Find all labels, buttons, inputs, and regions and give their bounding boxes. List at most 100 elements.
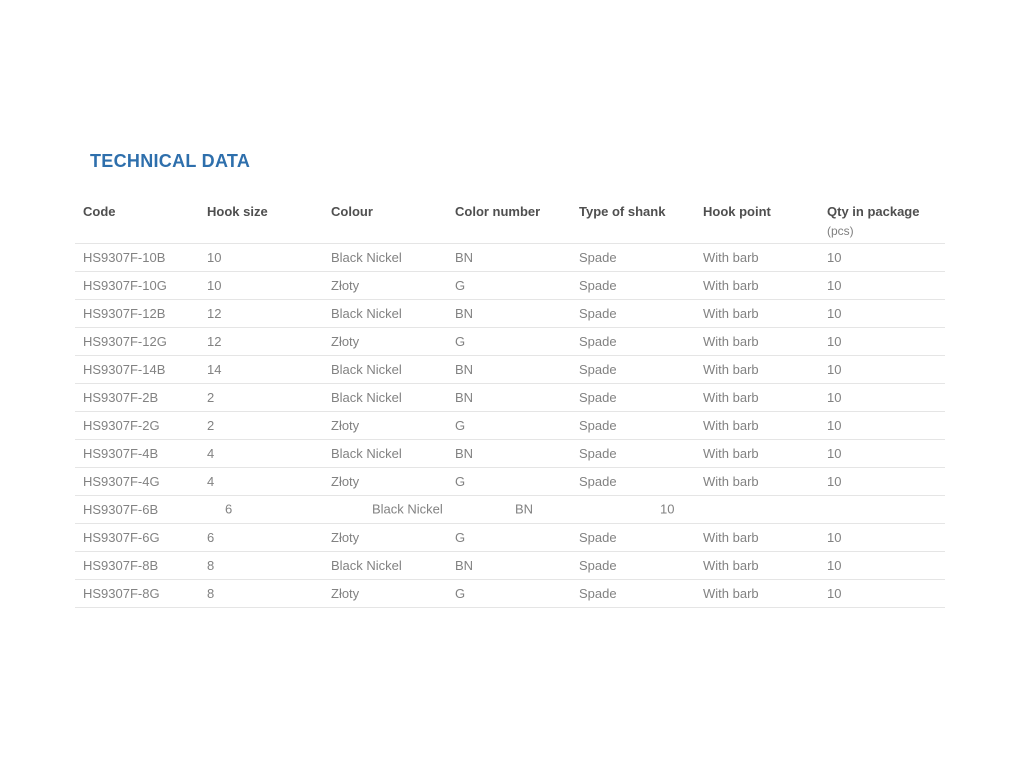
- table-row: HS9307F-12G 12 Złoty G Spade With barb 10: [75, 328, 945, 356]
- table-cell: BN: [455, 361, 474, 377]
- table-cell: 2: [207, 389, 215, 405]
- table-row: HS9307F-10G 10 Złoty G Spade With barb 10: [75, 272, 945, 300]
- table-cell: BN: [515, 501, 534, 517]
- table-row: HS9307F-12B 12 Black Nickel BN Spade With bar…: [75, 300, 945, 328]
- table-cell: 6: [225, 501, 233, 517]
- table-cell: HS9307F-12G: [83, 333, 167, 349]
- table-cell: With barb: [703, 473, 759, 489]
- page-title: TECHNICAL DATA: [90, 151, 251, 171]
- table-cell: 12: [207, 305, 222, 321]
- table-cell: With barb: [703, 361, 759, 377]
- table-cell: HS9307F-4G: [83, 473, 160, 489]
- table-cell: G: [455, 417, 466, 433]
- table-cell: G: [455, 277, 466, 293]
- table-cell: Złoty: [331, 473, 360, 489]
- table-cell: HS9307F-12B: [83, 305, 166, 321]
- table-cell: Złoty: [331, 333, 360, 349]
- table-cell: Złoty: [331, 529, 360, 545]
- table-cell: With barb: [703, 585, 759, 601]
- table-cell: Spade: [579, 249, 617, 265]
- table-cell: 10: [827, 445, 842, 461]
- table-cell: HS9307F-10B: [83, 249, 166, 265]
- table-cell: Spade: [579, 361, 617, 377]
- table-cell: Black Nickel: [331, 361, 402, 377]
- table-cell: Black Nickel: [331, 249, 402, 265]
- column-header: Colour: [331, 204, 373, 219]
- table-cell: Black Nickel: [331, 305, 402, 321]
- table-cell: HS9307F-2B: [83, 389, 159, 405]
- table-cell: With barb: [703, 249, 759, 265]
- table-cell: G: [455, 585, 466, 601]
- table-cell: 8: [207, 557, 215, 573]
- table-cell: G: [455, 529, 466, 545]
- table-cell: 10: [207, 249, 222, 265]
- column-header: Code: [83, 204, 116, 219]
- table-cell: With barb: [703, 277, 759, 293]
- table-cell: BN: [455, 305, 474, 321]
- table-cell: 10: [207, 277, 222, 293]
- table-cell: Black Nickel: [331, 389, 402, 405]
- table-cell: 2: [207, 417, 215, 433]
- column-header: Color number: [455, 204, 541, 219]
- table-cell: Spade: [579, 277, 617, 293]
- table-cell: G: [455, 473, 466, 489]
- table-cell: Black Nickel: [372, 501, 443, 517]
- table-cell: Spade: [579, 473, 617, 489]
- table-cell: 10: [827, 389, 842, 405]
- table-cell: Spade: [579, 557, 617, 573]
- table-cell: Black Nickel: [331, 557, 402, 573]
- table-cell: 10: [827, 249, 842, 265]
- table-cell: BN: [455, 557, 474, 573]
- table-cell: Spade: [579, 445, 617, 461]
- table-cell: Spade: [579, 417, 617, 433]
- table-row: HS9307F-4B 4 Black Nickel BN Spade With barb 1…: [75, 440, 945, 468]
- table-cell: With barb: [703, 333, 759, 349]
- table-cell: 10: [827, 585, 842, 601]
- table-cell: With barb: [703, 389, 759, 405]
- column-header: Qty in package (pcs): [819, 203, 945, 239]
- table-cell: Spade: [579, 305, 617, 321]
- column-header: Type of shank: [579, 204, 666, 219]
- table-cell: HS9307F-4B: [83, 445, 159, 461]
- table-cell: With barb: [703, 305, 759, 321]
- table-cell: 14: [207, 361, 222, 377]
- table-cell: 10: [827, 305, 842, 321]
- table-cell: HS9307F-2G: [83, 417, 160, 433]
- table-cell: 10: [827, 361, 842, 377]
- table-row: HS9307F-14B 14 Black Nickel BN Spade With bar…: [75, 356, 945, 384]
- column-header-subtext: (pcs): [827, 223, 854, 238]
- table-cell: 4: [207, 445, 215, 461]
- table-cell: HS9307F-6B: [83, 501, 159, 517]
- table-cell: BN: [455, 389, 474, 405]
- technical-data-table: Code Hook size Colour Color number Type of s…: [75, 193, 945, 608]
- table-cell: Złoty: [331, 417, 360, 433]
- table-row: HS9307F-4G 4 Złoty G Spade With barb 10: [75, 468, 945, 496]
- table-cell: HS9307F-10G: [83, 277, 167, 293]
- table-cell: Złoty: [331, 585, 360, 601]
- table-cell: With barb: [703, 417, 759, 433]
- table-cell: 10: [660, 501, 675, 517]
- table-cell: Złoty: [331, 277, 360, 293]
- table-cell: Black Nickel: [331, 445, 402, 461]
- table-header-row: Code Hook size Colour Color number Type of s…: [75, 193, 945, 244]
- table-cell: 6: [207, 529, 215, 545]
- table-cell: With barb: [703, 445, 759, 461]
- table-cell: With barb: [703, 557, 759, 573]
- table-body: HS9307F-10B 10 Black Nickel BN Spade With bar…: [75, 244, 945, 608]
- table-cell: Spade: [579, 333, 617, 349]
- table-cell: BN: [455, 445, 474, 461]
- table-cell: G: [455, 333, 466, 349]
- table-cell: Spade: [579, 529, 617, 545]
- table-cell: 10: [827, 557, 842, 573]
- table-row: HS9307F-8B 8 Black Nickel BN Spade With barb 1…: [75, 552, 945, 580]
- table-row: HS9307F-2B 2 Black Nickel BN Spade With barb 1…: [75, 384, 945, 412]
- table-cell: HS9307F-6G: [83, 529, 160, 545]
- table-cell: HS9307F-8G: [83, 585, 160, 601]
- table-cell: BN: [455, 249, 474, 265]
- table-cell: HS9307F-8B: [83, 557, 159, 573]
- table-cell: 4: [207, 473, 215, 489]
- table-cell: 10: [827, 333, 842, 349]
- table-cell: Spade: [579, 389, 617, 405]
- table-row: HS9307F-10B 10 Black Nickel BN Spade With bar…: [75, 244, 945, 272]
